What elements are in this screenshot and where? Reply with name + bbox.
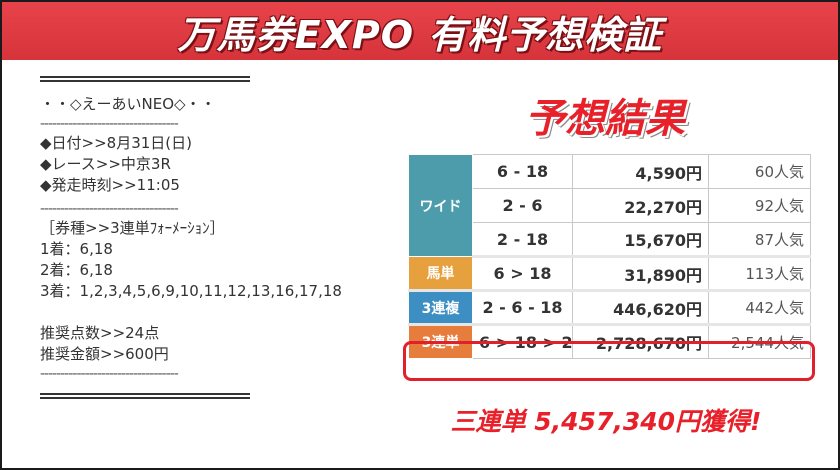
second-place: 2着：6,18 <box>40 261 113 279</box>
payout: 31,890円 <box>572 256 709 292</box>
combo: 2 - 18 <box>472 222 573 258</box>
popularity: 60人気 <box>708 154 811 189</box>
prediction-info: ・・◇えーあいNEO◇・・ --------------------------… <box>40 76 380 399</box>
first-place: 1着：6,18 <box>40 240 113 258</box>
popularity: 92人気 <box>708 188 811 223</box>
table-row: 3連複 2 - 6 - 18 446,620円 442人気 <box>408 290 811 326</box>
total-winnings: 三連単 5,457,340円獲得! <box>450 407 762 436</box>
table-row: 3連単 6 > 18 > 2 2,728,670円 2,544人気 <box>408 324 811 359</box>
combo: 2 - 6 <box>472 188 573 223</box>
popularity: 87人気 <box>708 222 811 258</box>
info-header: ・・◇えーあいNEO◇・・ <box>40 95 216 113</box>
bet-type: ［券種>>3連単ﾌｫｰﾒｰｼｮﾝ］ <box>40 219 225 237</box>
double-rule-bottom <box>40 393 250 399</box>
race-start-time: ◆発走時刻>>11:05 <box>40 176 180 194</box>
result-table: ワイド 6 - 18 4,590円 60人気 2 - 6 22,270円 92人… <box>408 154 811 359</box>
title-banner: 万馬券EXPO 有料予想検証 <box>2 2 838 60</box>
table-row: 2 - 18 15,670円 87人気 <box>409 222 811 258</box>
payout: 2,728,670円 <box>572 324 709 359</box>
payout: 22,270円 <box>572 188 709 223</box>
payout: 15,670円 <box>572 222 709 258</box>
combo: 6 > 18 > 2 <box>472 324 573 359</box>
bet-type-sanrentan: 3連単 <box>408 324 473 359</box>
race-name: ◆レース>>中京3R <box>40 155 171 173</box>
recommended-points: 推奨点数>>24点 <box>40 324 160 342</box>
combo: 2 - 6 - 18 <box>472 290 573 326</box>
bet-type-umatan: 馬単 <box>408 256 473 292</box>
dash-divider: ---------------------------------- <box>40 201 179 217</box>
combo: 6 > 18 <box>472 256 573 292</box>
payout: 4,590円 <box>572 154 709 189</box>
recommended-amount: 推奨金額>>600円 <box>40 345 169 363</box>
dash-divider: ---------------------------------- <box>40 366 179 382</box>
third-place: 3着：1,2,3,4,5,6,9,10,11,12,13,16,17,18 <box>40 282 342 300</box>
popularity: 2,544人気 <box>708 324 811 359</box>
popularity: 113人気 <box>708 256 811 292</box>
table-row: 2 - 6 22,270円 92人気 <box>409 188 811 223</box>
table-row: ワイド 6 - 18 4,590円 60人気 <box>408 154 811 257</box>
popularity: 442人気 <box>708 290 811 326</box>
bet-type-wide: ワイド <box>408 154 473 257</box>
banner-title: 万馬券EXPO 有料予想検証 <box>177 12 663 57</box>
result-heading: 予想結果 <box>525 96 685 142</box>
bet-type-sanrenpuku: 3連複 <box>408 290 473 326</box>
race-date: ◆日付>>8月31日(日) <box>40 134 193 152</box>
combo: 6 - 18 <box>472 154 573 189</box>
payout: 446,620円 <box>572 290 709 326</box>
dash-divider: ---------------------------------- <box>40 116 179 132</box>
double-rule-top <box>40 76 250 82</box>
table-row: 馬単 6 > 18 31,890円 113人気 <box>408 256 811 292</box>
